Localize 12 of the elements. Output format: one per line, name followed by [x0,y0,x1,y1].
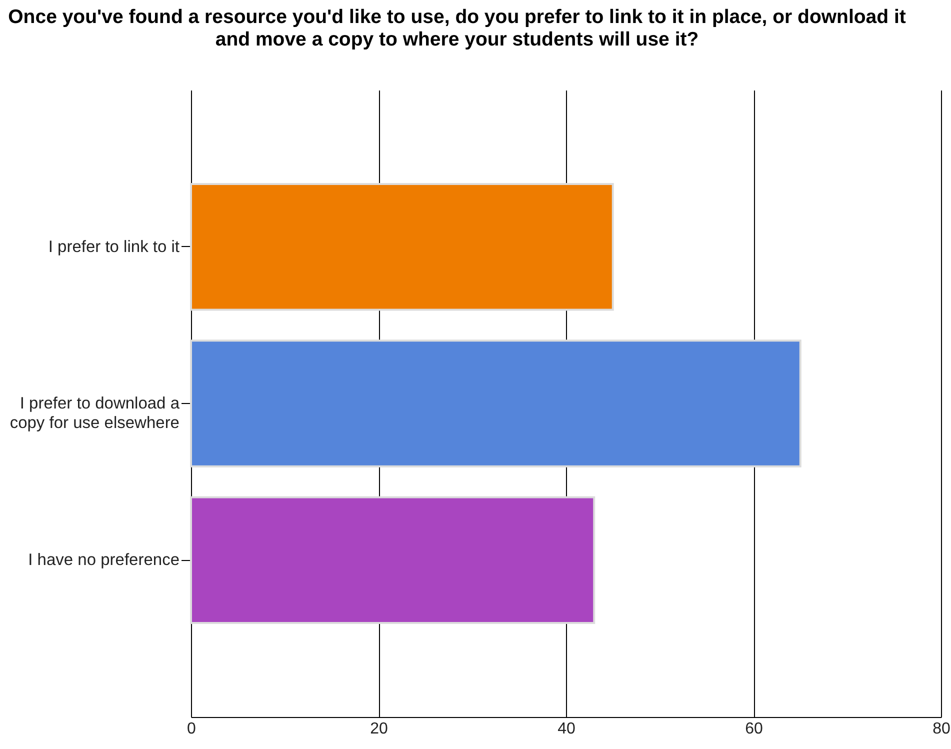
y-tick-label: I prefer to link to it [48,238,180,256]
chart-title: Once you've found a resource you'd like to use, do you prefer to link to it in place, or download it and move a copy to where your students will use it? [8,6,906,50]
x-tick-label: 60 [745,720,763,738]
x-tick-label: 20 [370,720,388,738]
y-tick-label: I prefer to download a copy for use elsewhere [10,394,180,432]
bar [190,182,614,311]
x-tick-label: 0 [187,720,196,738]
y-tick-label: I have no preference [28,551,180,570]
x-tick-label: 40 [558,720,576,738]
x-tick-label: 80 [932,720,950,738]
bar [190,340,802,468]
bar [190,496,596,624]
